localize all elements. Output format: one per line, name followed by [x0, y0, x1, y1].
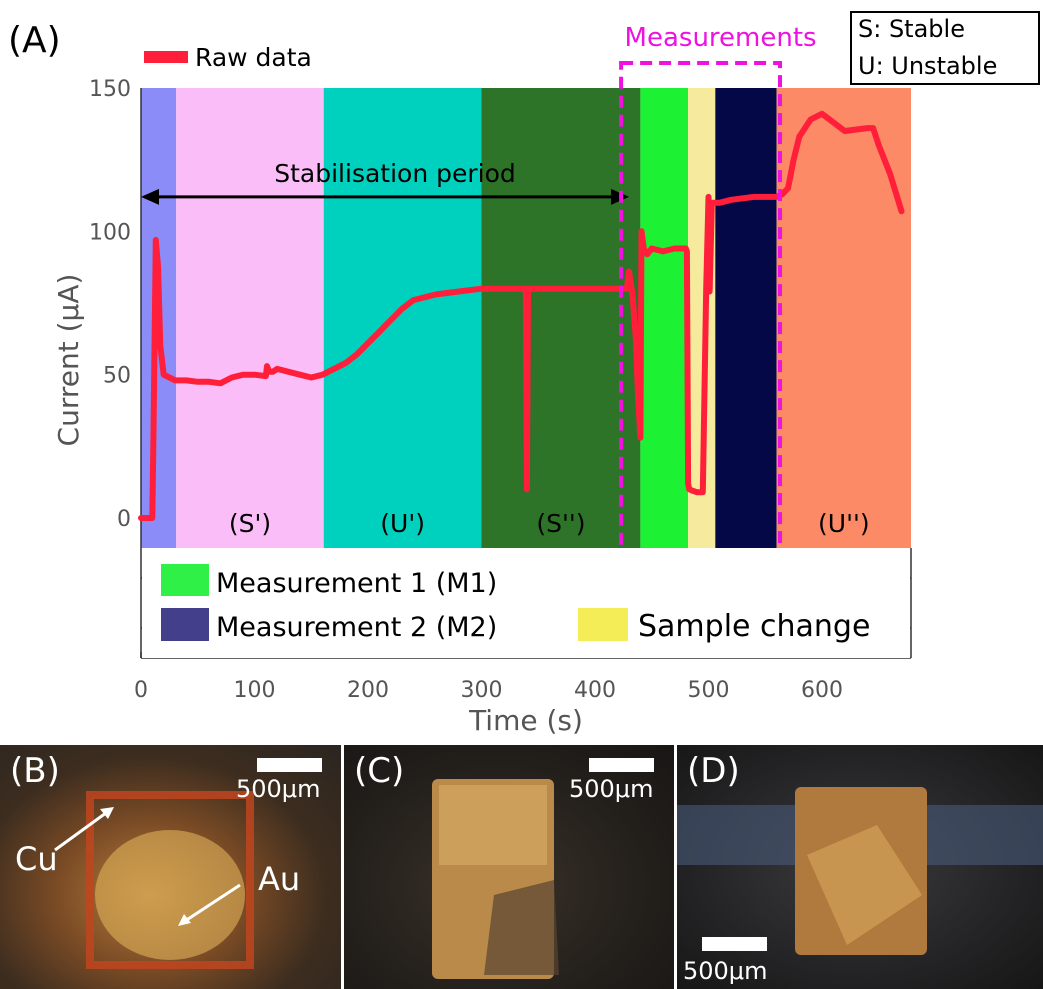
y-tick-label-0: 0	[117, 507, 131, 532]
x-axis-title: Time (s)	[468, 704, 583, 737]
key-unstable: U: Unstable	[858, 52, 997, 80]
cu-arrowhead	[100, 807, 114, 819]
legend-swatch-m2	[161, 608, 209, 641]
scale-text-c: 500μm	[569, 775, 654, 803]
region-6	[715, 88, 777, 548]
au-region	[95, 830, 245, 960]
photo-panel-d: (D) 500μm	[677, 745, 1043, 989]
photo-b-drawing	[54, 791, 254, 969]
au-arrowhead	[178, 914, 191, 926]
x-tick-label-500: 500	[688, 678, 730, 703]
series-line-raw-data	[138, 110, 905, 521]
annotation-au: Au	[258, 860, 301, 898]
legend-label-m2: Measurement 2 (M2)	[216, 612, 497, 643]
pad-d-crack	[807, 825, 922, 945]
x-tick-label-0: 0	[134, 678, 148, 703]
x-tick-label-200: 200	[347, 678, 389, 703]
region-label-1: (S')	[229, 509, 271, 538]
y-tick-label-150: 150	[89, 77, 131, 102]
key-stable: S: Stable	[858, 15, 965, 43]
x-axis: 0 100 200 300 400 500 600	[134, 652, 911, 703]
scale-bar-d	[702, 937, 767, 951]
region-label-3: (S'')	[536, 509, 585, 538]
x-tick-label-400: 400	[574, 678, 616, 703]
x-tick-label-600: 600	[801, 678, 843, 703]
region-4	[640, 88, 689, 548]
y-tick-label-100: 100	[89, 220, 131, 245]
photo-c-drawing	[432, 779, 559, 979]
region-label-7: (U'')	[818, 509, 870, 538]
pad-c-damage	[484, 880, 559, 975]
legend-label-m1: Measurement 1 (M1)	[216, 568, 497, 599]
legend-swatch-sample-change	[578, 608, 628, 641]
photo-panel-b: (B) 500μm Cu Au	[0, 745, 341, 989]
panel-label-a: (A)	[8, 20, 61, 61]
pad-c-highlight	[439, 785, 547, 865]
region-3	[481, 88, 641, 548]
annotation-cu: Cu	[15, 840, 58, 878]
x-tick-label-300: 300	[461, 678, 503, 703]
photo-d-drawing	[677, 787, 1043, 955]
scale-bar-b	[257, 758, 322, 772]
legend-label-sample-change: Sample change	[638, 609, 870, 644]
scale-text-b: 500μm	[236, 775, 321, 803]
measurements-box	[619, 61, 783, 565]
legend-label-raw-data: Raw data	[195, 43, 312, 72]
region-group	[141, 88, 911, 548]
y-axis: 0 50 100 150	[89, 77, 912, 658]
photo-panel-c: (C) 500μm	[344, 745, 674, 989]
panel-label-c: (C)	[354, 751, 405, 791]
scale-text-d: 500μm	[683, 957, 768, 985]
legend-top: Raw data	[144, 43, 312, 72]
region-label-2: (U')	[380, 509, 425, 538]
stabilisation-arrowhead-left	[141, 188, 159, 205]
x-tick-label-100: 100	[234, 678, 276, 703]
y-tick-label-50: 50	[103, 364, 131, 389]
legend-swatch-raw-data	[144, 51, 188, 63]
legend-bottom: Measurement 1 (M1) Measurement 2 (M2) Sa…	[142, 548, 910, 658]
stabilisation-label: Stabilisation period	[274, 159, 516, 188]
panel-label-b: (B)	[10, 751, 60, 791]
panel-label-d: (D)	[687, 751, 740, 791]
region-2	[323, 88, 482, 548]
region-1	[176, 88, 324, 548]
stabilisation-annotation: Stabilisation period	[141, 159, 630, 205]
measurements-label: Measurements	[625, 23, 817, 53]
key-box: S: Stable U: Unstable	[850, 11, 1040, 85]
cu-pad	[86, 791, 254, 969]
au-arrow	[181, 883, 241, 925]
y-axis-title: Current (μA)	[52, 274, 85, 447]
cu-arrow	[54, 808, 111, 852]
scale-bar-c	[589, 758, 654, 772]
legend-bottom-frame	[142, 548, 910, 658]
legend-swatch-m1	[161, 564, 209, 596]
region-label-group: (S') (U') (S'') (U'')	[229, 509, 870, 538]
key-box-frame	[850, 11, 1040, 85]
figure-panel-a: (A) (S') (U') (S'') (U'') 0 100 200 300 400 500 6…	[8, 11, 1040, 737]
